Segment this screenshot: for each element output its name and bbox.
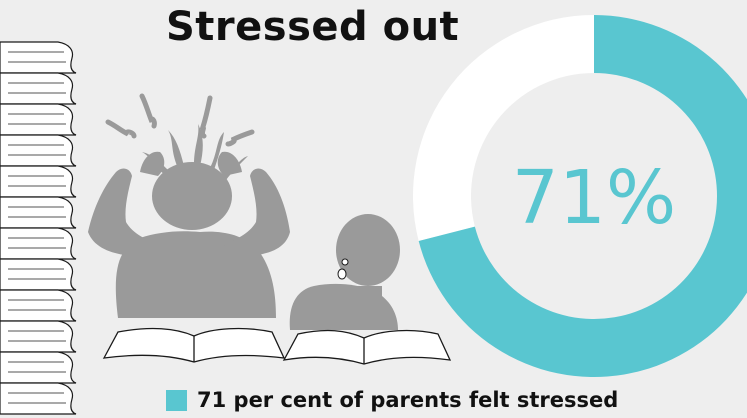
donut-slice-stressed xyxy=(418,15,747,377)
book xyxy=(0,41,77,74)
book xyxy=(0,258,77,291)
book xyxy=(0,351,77,384)
book xyxy=(0,289,77,322)
stressed-parent-illustration xyxy=(88,124,290,318)
chart-legend: 71 per cent of parents felt stressed xyxy=(166,386,618,414)
worried-child-illustration xyxy=(289,214,400,330)
book xyxy=(0,227,77,260)
book xyxy=(0,165,77,198)
book xyxy=(0,72,77,105)
book-stack-illustration xyxy=(0,41,77,415)
chart-title: Stressed out xyxy=(166,4,460,50)
stress-lines-illustration xyxy=(105,93,255,147)
book xyxy=(0,382,77,415)
book xyxy=(0,134,77,167)
legend-swatch xyxy=(166,389,187,411)
book xyxy=(0,320,77,353)
donut-center-label: 71% xyxy=(512,155,676,241)
donut-remainder-slice xyxy=(413,15,594,242)
legend-label: 71 per cent of parents felt stressed xyxy=(197,388,619,412)
child-face-illustration xyxy=(337,258,349,280)
open-books-illustration xyxy=(102,327,452,365)
book xyxy=(0,103,77,136)
book xyxy=(0,196,77,229)
donut-chart: 71% xyxy=(413,15,747,377)
